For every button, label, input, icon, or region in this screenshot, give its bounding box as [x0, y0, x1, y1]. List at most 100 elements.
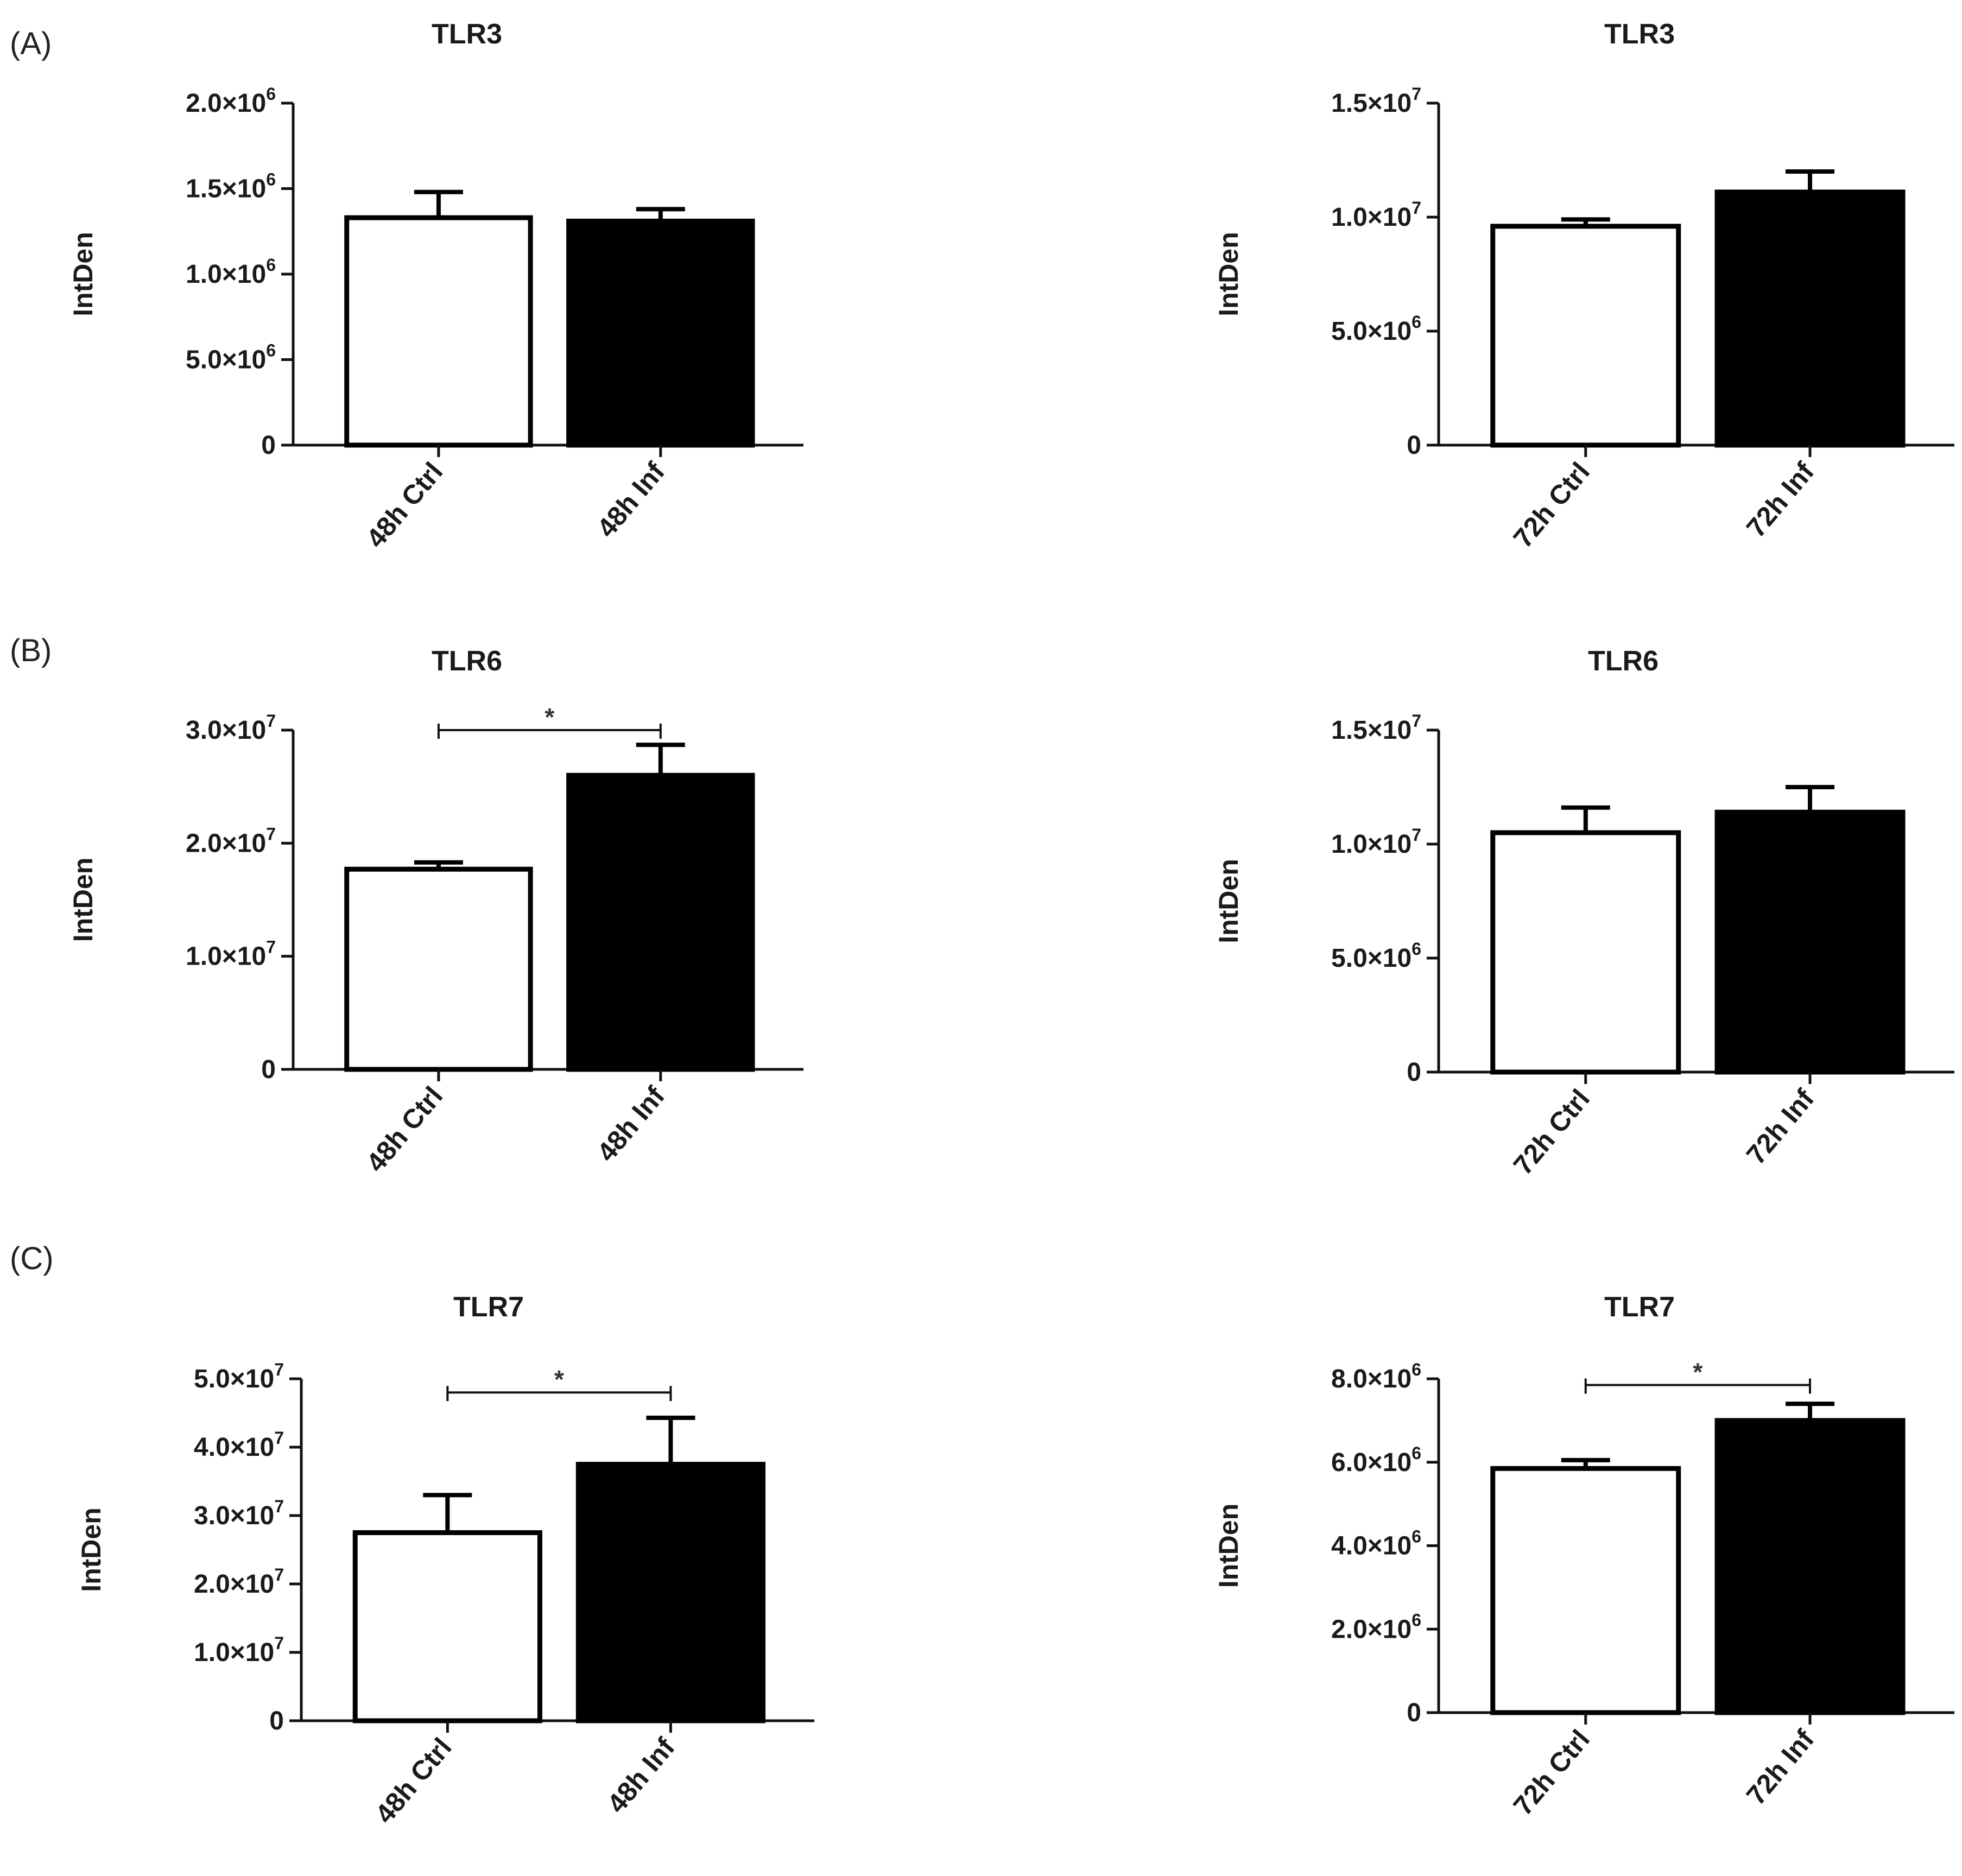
x-tick-label: 72h Inf [1741, 1083, 1820, 1170]
panel-label-b: (B) [10, 633, 52, 668]
y-tick-label: 1.0×107 [1331, 825, 1421, 859]
bar-72h-ctrl [1490, 1466, 1681, 1715]
y-tick-label: 0 [269, 1707, 284, 1735]
y-tick-exponent: 6 [266, 84, 276, 104]
y-axis-label: IntDen [68, 232, 98, 316]
y-tick-exponent: 7 [1412, 711, 1421, 731]
panel-label-c: (C) [10, 1241, 54, 1276]
y-tick-label: 3.0×107 [194, 1497, 284, 1530]
y-tick-exponent: 7 [266, 937, 276, 957]
bar-72h-inf [1714, 1418, 1906, 1715]
y-tick-label: 0 [261, 431, 276, 460]
y-tick-exponent: 6 [1412, 1443, 1421, 1463]
y-tick-exponent: 6 [1412, 312, 1421, 332]
y-tick-exponent: 7 [266, 711, 276, 731]
chart-title: TLR7 [453, 1291, 524, 1323]
y-tick-label: 1.0×106 [186, 255, 276, 289]
chart-title: TLR3 [1604, 18, 1675, 50]
chart-2: TLR3 IntDen 0 5.0×106 1.0×107 1.5×107 72h Ctrl… [1213, 18, 1954, 554]
y-tick-exponent: 7 [1412, 84, 1421, 104]
y-axis-label: IntDen [1213, 232, 1244, 316]
x-tick-label: 48h Ctrl [360, 1081, 449, 1178]
bar-48h-ctrl [352, 1530, 542, 1723]
y-tick-exponent: 7 [274, 1497, 284, 1516]
x-tick-label: 48h Ctrl [360, 457, 449, 554]
y-tick-label: 0 [1407, 431, 1421, 460]
y-tick-label: 4.0×106 [1331, 1527, 1421, 1561]
y-tick-label: 2.0×106 [186, 84, 276, 118]
y-tick-label: 1.0×107 [186, 937, 276, 971]
x-tick-label: 72h Inf [1741, 457, 1820, 543]
y-tick-exponent: 6 [1412, 1610, 1421, 1630]
y-tick-exponent: 6 [1412, 939, 1421, 959]
chart-title: TLR6 [1588, 645, 1659, 677]
y-tick-exponent: 6 [266, 341, 276, 360]
charts-layer: TLR3 IntDen 0 5.0×106 1.0×106 1.5×106 2.0×106 4… [68, 18, 1954, 1829]
y-tick-exponent: 6 [1412, 1360, 1421, 1379]
y-tick-label: 5.0×106 [1331, 312, 1421, 346]
y-tick-exponent: 7 [266, 824, 276, 844]
y-tick-label: 2.0×106 [1331, 1610, 1421, 1644]
chart-3: TLR6 IntDen 0 1.0×107 2.0×107 3.0×107 48h Ctrl… [68, 645, 803, 1178]
chart-6: TLR7 IntDen 0 2.0×106 4.0×106 6.0×106 8.0×106 7… [1213, 1291, 1954, 1821]
y-axis-label: IntDen [76, 1507, 106, 1592]
x-tick-label: 72h Inf [1741, 1724, 1820, 1811]
x-tick-label: 48h Inf [591, 1081, 671, 1168]
bar-48h-inf [575, 1462, 766, 1723]
y-tick-label: 5.0×106 [186, 341, 276, 375]
y-axis-label: IntDen [68, 858, 98, 942]
bar-72h-ctrl [1490, 224, 1681, 448]
chart-5: TLR7 IntDen 0 1.0×107 2.0×107 3.0×107 4.0×107 5… [76, 1291, 814, 1829]
y-tick-exponent: 7 [274, 1633, 284, 1653]
y-tick-label: 1.5×106 [186, 170, 276, 204]
bar-72h-ctrl [1490, 830, 1681, 1075]
y-tick-label: 1.0×107 [194, 1633, 284, 1667]
y-tick-exponent: 6 [266, 255, 276, 275]
y-tick-label: 2.0×107 [186, 824, 276, 858]
y-tick-exponent: 6 [266, 170, 276, 189]
x-tick-label: 48h Inf [601, 1732, 681, 1819]
x-tick-label: 72h Ctrl [1508, 457, 1596, 554]
bar-48h-inf [566, 772, 755, 1072]
y-tick-label: 3.0×107 [186, 711, 276, 745]
significance-star: * [554, 1365, 564, 1393]
y-tick-label: 0 [1407, 1058, 1421, 1087]
x-tick-label: 48h Ctrl [369, 1732, 458, 1829]
chart-title: TLR6 [432, 645, 502, 677]
bar-48h-ctrl [344, 866, 533, 1072]
y-tick-label: 1.5×107 [1331, 711, 1421, 745]
y-tick-label: 2.0×107 [194, 1565, 284, 1599]
y-tick-label: 5.0×106 [1331, 939, 1421, 973]
y-tick-label: 4.0×107 [194, 1428, 284, 1462]
y-tick-exponent: 7 [1412, 198, 1421, 218]
y-tick-exponent: 7 [274, 1428, 284, 1448]
x-tick-label: 48h Inf [591, 457, 671, 543]
bar-48h-inf [566, 218, 755, 448]
chart-title: TLR3 [432, 18, 502, 50]
y-axis-label: IntDen [1213, 859, 1244, 943]
chart-4: TLR6 IntDen 0 5.0×106 1.0×107 1.5×107 72h Ctrl… [1213, 645, 1954, 1181]
y-tick-exponent: 7 [1412, 825, 1421, 845]
y-tick-label: 0 [1407, 1698, 1421, 1727]
y-axis-label: IntDen [1213, 1504, 1244, 1588]
y-tick-label: 6.0×106 [1331, 1443, 1421, 1477]
chart-1: TLR3 IntDen 0 5.0×106 1.0×106 1.5×106 2.0×106 4… [68, 18, 803, 554]
bar-48h-ctrl [344, 215, 533, 448]
chart-title: TLR7 [1604, 1291, 1675, 1323]
y-tick-label: 5.0×107 [194, 1360, 284, 1393]
significance-star: * [1693, 1358, 1702, 1386]
panel-label-a: (A) [10, 26, 52, 61]
y-tick-label: 8.0×106 [1331, 1360, 1421, 1393]
y-tick-exponent: 6 [1412, 1527, 1421, 1547]
y-tick-label: 1.5×107 [1331, 84, 1421, 118]
bar-72h-inf [1714, 809, 1906, 1075]
x-tick-label: 72h Ctrl [1508, 1724, 1596, 1821]
y-tick-exponent: 7 [274, 1360, 284, 1379]
x-tick-label: 72h Ctrl [1508, 1083, 1596, 1181]
bar-72h-inf [1714, 189, 1906, 448]
y-tick-label: 1.0×107 [1331, 198, 1421, 232]
y-tick-label: 0 [261, 1055, 276, 1084]
significance-star: * [545, 703, 554, 731]
y-tick-exponent: 7 [274, 1565, 284, 1585]
